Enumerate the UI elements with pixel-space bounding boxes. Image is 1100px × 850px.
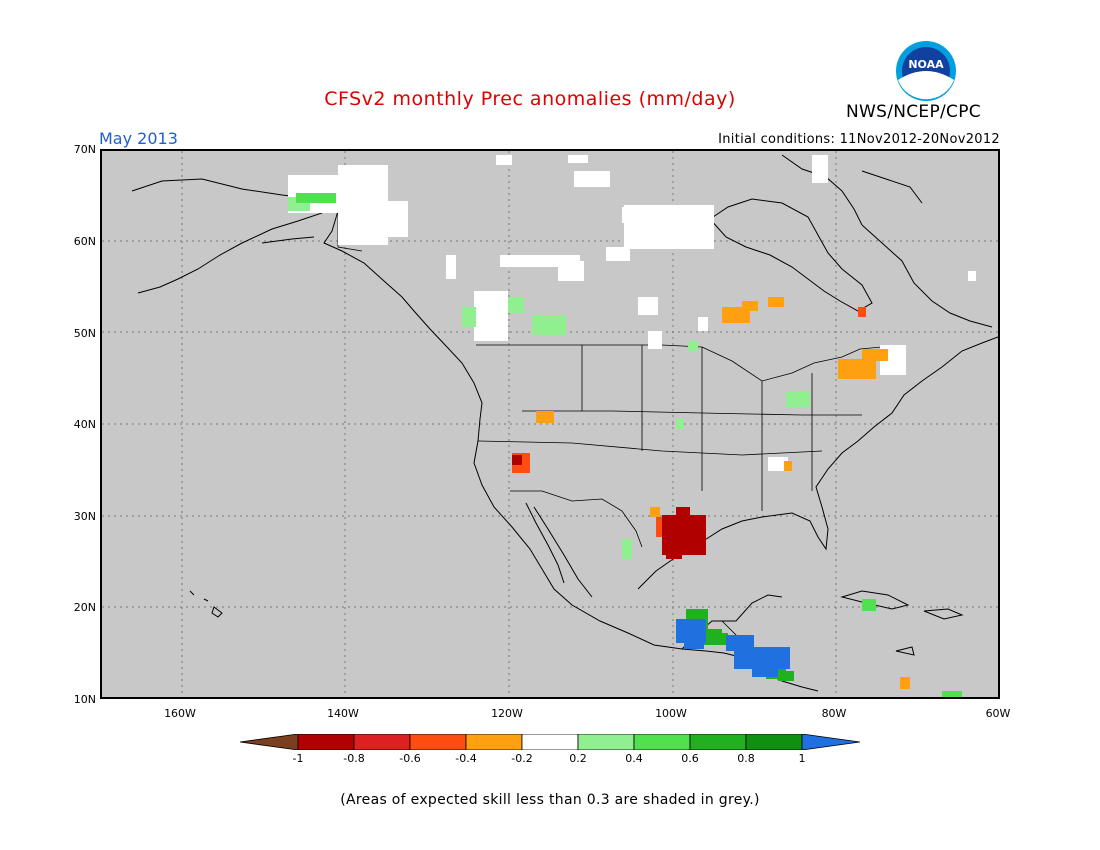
legend-swatch — [465, 734, 523, 750]
legend-tick-label: 0.8 — [737, 752, 755, 765]
legend-arrow-low — [240, 734, 299, 750]
gridlines — [102, 151, 998, 697]
lon-label-140w: 140W — [327, 707, 359, 720]
legend-tick-label: -0.2 — [511, 752, 533, 765]
noaa-logo: NOAA — [896, 41, 956, 101]
map-canvas — [102, 151, 998, 697]
initial-conditions: Initial conditions: 11Nov2012-20Nov2012 — [718, 132, 1000, 147]
lat-label-70n: 70N — [73, 143, 96, 156]
legend-swatch — [353, 734, 411, 750]
legend-swatch — [297, 734, 355, 750]
legend-swatch — [577, 734, 635, 750]
lat-label-60n: 60N — [73, 235, 96, 248]
political-borders — [337, 211, 903, 672]
legend-tick-label: -0.6 — [399, 752, 421, 765]
lon-label-80w: 80W — [821, 707, 847, 720]
lat-label-50n: 50N — [73, 327, 96, 340]
forecast-month: May 2013 — [99, 129, 178, 148]
legend-tick-label: -0.4 — [455, 752, 477, 765]
legend-swatch — [689, 734, 747, 750]
legend-tick-label: 0.2 — [569, 752, 587, 765]
legend-tick-label: -1 — [292, 752, 304, 765]
lat-label-40n: 40N — [73, 418, 96, 431]
legend-swatch — [745, 734, 803, 750]
legend-swatch — [633, 734, 691, 750]
lon-label-100w: 100W — [655, 707, 687, 720]
lat-label-30n: 30N — [73, 510, 96, 523]
anomaly-cells — [288, 155, 976, 697]
legend-tick-label: 0.6 — [681, 752, 699, 765]
legend-swatch — [521, 734, 579, 750]
lon-label-60w: 60W — [985, 707, 1011, 720]
lat-label-10n: 10N — [73, 693, 96, 706]
legend-swatch — [409, 734, 467, 750]
map-title: CFSv2 monthly Prec anomalies (mm/day) — [324, 88, 736, 110]
legend-tick-label: -0.8 — [343, 752, 365, 765]
lat-label-20n: 20N — [73, 601, 96, 614]
legend-tick-label: 0.4 — [625, 752, 643, 765]
lon-label-160w: 160W — [164, 707, 196, 720]
color-legend — [240, 734, 860, 750]
anomaly-map — [100, 149, 1000, 699]
svg-text:NOAA: NOAA — [908, 58, 944, 71]
lon-label-120w: 120W — [491, 707, 523, 720]
legend-tick-label: 1 — [798, 752, 806, 765]
agency-label: NWS/NCEP/CPC — [846, 102, 981, 122]
skill-footnote: (Areas of expected skill less than 0.3 a… — [340, 792, 760, 808]
legend-arrow-high — [801, 734, 860, 750]
